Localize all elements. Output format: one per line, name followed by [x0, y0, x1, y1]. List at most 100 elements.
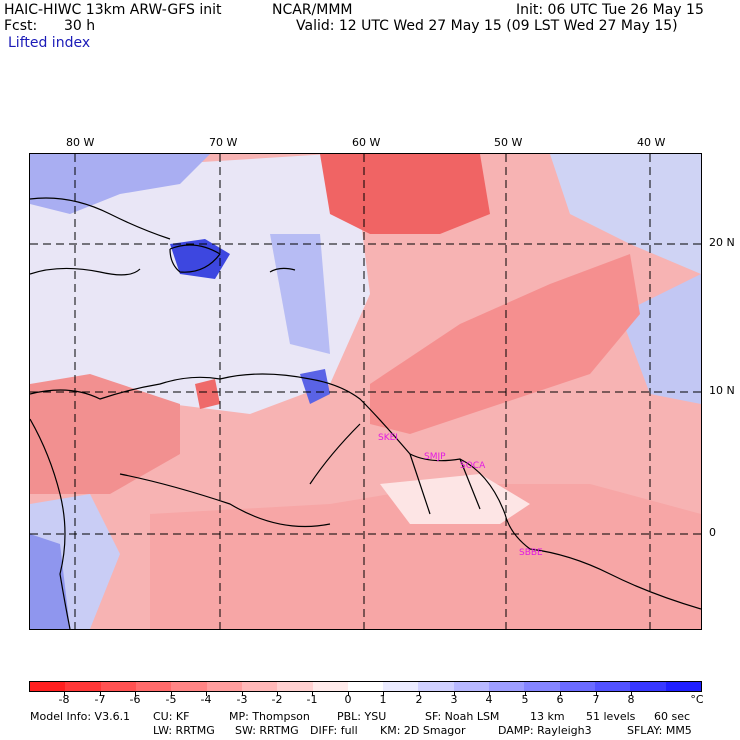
colombia-negative: [30, 374, 180, 494]
lesser-antilles-positive: [270, 234, 330, 354]
colorbar-label: 5: [521, 693, 529, 706]
colorbar-swatch: [630, 682, 666, 691]
colorbar-label: -7: [94, 693, 106, 706]
org-label: NCAR/MMM: [272, 2, 353, 18]
colorbar-tick: [631, 692, 632, 696]
footer-lw: LW: RRTMG: [153, 724, 215, 737]
colorbar-swatch: [665, 682, 701, 691]
colorbar-tick: [525, 692, 526, 696]
colorbar-label: 8: [627, 693, 635, 706]
colorbar-label: 4: [485, 693, 493, 706]
tropical-atlantic-negative: [370, 254, 640, 434]
colorbar-swatch: [30, 682, 66, 691]
colorbar-swatch: [383, 682, 419, 691]
colorbar-label: 3: [450, 693, 458, 706]
colorbar-swatch: [347, 682, 384, 691]
hispaniola-strong-positive: [170, 239, 230, 279]
footer-sflay: SFLAY: MM5: [627, 724, 692, 737]
north-atlantic-negative: [320, 154, 490, 234]
colorbar-label: 6: [556, 693, 564, 706]
colorbar-tick: [64, 692, 65, 696]
forecast-label: Fcst:: [4, 18, 38, 34]
lat-label-20n: 20 N: [709, 236, 735, 249]
colorbar-unit: °C: [690, 693, 704, 706]
colorbar-swatch: [595, 682, 631, 691]
colorbar-tick: [560, 692, 561, 696]
colorbar-swatch: [100, 682, 136, 691]
amazon-negative: [150, 484, 701, 629]
footer-cu: CU: KF: [153, 710, 190, 723]
colorbar-tick: [419, 692, 420, 696]
footer-model-info: Model Info: V3.6.1: [30, 710, 131, 723]
footer-resolution: 13 km: [530, 710, 565, 723]
valid-time: Valid: 12 UTC Wed 27 May 15 (09 LST Wed …: [296, 18, 678, 34]
maracaibo-negative: [195, 379, 220, 409]
forecast-hour: 30 h: [64, 18, 96, 34]
colorbar-swatch: [171, 682, 207, 691]
lon-label-80w: 80 W: [66, 136, 95, 149]
colorbar-tick: [383, 692, 384, 696]
caribbean-neutral-area: [30, 154, 370, 414]
site-label-smjp: SMJP: [424, 452, 446, 462]
footer-levels: 51 levels: [586, 710, 636, 723]
colorbar-swatch: [241, 682, 278, 691]
lat-label-equator: 0: [709, 526, 716, 539]
colorbar-swatch: [453, 682, 490, 691]
atlantic-positive-area-east: [620, 274, 701, 404]
field-name: Lifted index: [8, 35, 91, 51]
colorbar-label: -6: [129, 693, 141, 706]
colorbar-tick: [100, 692, 101, 696]
colorbar-tick: [312, 692, 313, 696]
coastlines: [30, 197, 701, 629]
pacific-strong-positive-area: [30, 534, 70, 629]
colorbar-label: -1: [306, 693, 318, 706]
guiana-neutral: [380, 474, 530, 524]
colorbar-label: -4: [200, 693, 212, 706]
footer-sf: SF: Noah LSM: [425, 710, 500, 723]
site-label-sbbe: SBBE: [519, 548, 543, 558]
atlantic-positive-area-north: [550, 154, 701, 274]
colorbar: [29, 681, 702, 692]
colorbar-tick: [277, 692, 278, 696]
lifted-index-map: [29, 153, 702, 630]
colorbar-label: 7: [592, 693, 600, 706]
site-label-soca: SOCA: [460, 461, 486, 471]
colorbar-swatch: [65, 682, 101, 691]
site-label-skei: SKEI: [378, 433, 398, 443]
colorbar-swatch: [559, 682, 595, 691]
colorbar-tick: [171, 692, 172, 696]
footer-damp: DAMP: Rayleigh3: [498, 724, 592, 737]
colorbar-swatch: [277, 682, 313, 691]
init-time: Init: 06 UTC Tue 26 May 15: [516, 2, 704, 18]
colorbar-tick: [489, 692, 490, 696]
footer-timestep: 60 sec: [654, 710, 691, 723]
colorbar-label: -3: [236, 693, 248, 706]
colorbar-swatch: [135, 682, 172, 691]
colorbar-swatch: [312, 682, 348, 691]
colorbar-label: -8: [58, 693, 70, 706]
colorbar-label: 0: [344, 693, 352, 706]
colorbar-tick: [454, 692, 455, 696]
footer-km: KM: 2D Smagor: [380, 724, 466, 737]
map-canvas: [30, 154, 701, 629]
colorbar-tick: [596, 692, 597, 696]
colorbar-tick: [242, 692, 243, 696]
colorbar-tick: [206, 692, 207, 696]
colorbar-label: 2: [415, 693, 423, 706]
lon-label-70w: 70 W: [209, 136, 238, 149]
model-title: HAIC-HIWC 13km ARW-GFS init: [4, 2, 222, 18]
colorbar-swatch: [524, 682, 560, 691]
footer-diff: DIFF: full: [310, 724, 358, 737]
lat-label-10n: 10 N: [709, 384, 735, 397]
venezuela-coast-positive: [300, 369, 330, 404]
colorbar-label: -2: [271, 693, 283, 706]
footer-sw: SW: RRTMG: [235, 724, 299, 737]
colorbar-label: 1: [379, 693, 387, 706]
colorbar-tick: [135, 692, 136, 696]
lon-label-40w: 40 W: [637, 136, 666, 149]
lon-label-50w: 50 W: [494, 136, 523, 149]
footer-pbl: PBL: YSU: [337, 710, 387, 723]
colorbar-label: -5: [165, 693, 177, 706]
lon-label-60w: 60 W: [352, 136, 381, 149]
colorbar-swatch: [489, 682, 525, 691]
